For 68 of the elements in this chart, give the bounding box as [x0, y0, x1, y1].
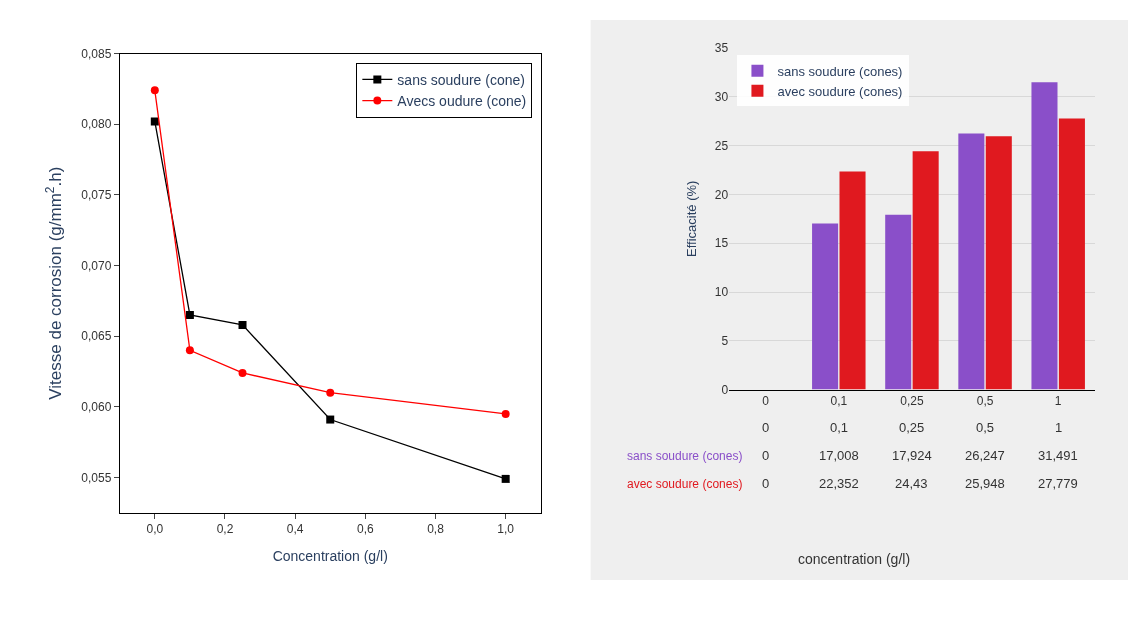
category-label: 0,1	[830, 420, 849, 435]
y-tick-label: 30	[714, 90, 729, 104]
x-tick-label: 0	[762, 394, 770, 408]
category-label: 1	[1055, 420, 1063, 435]
data-label: 17,008	[819, 448, 859, 463]
legend-label: sans soudure (cones)	[777, 63, 903, 79]
point	[501, 409, 510, 418]
text: sans soudure (cones)	[627, 449, 743, 463]
data-label: 0	[762, 476, 770, 491]
y-tick-label: 0,085	[81, 46, 112, 61]
point	[326, 388, 335, 397]
category-label: 0,25	[899, 420, 925, 435]
bar	[839, 171, 866, 390]
y-tick-label: 5	[721, 334, 729, 348]
legend-label: avec soudure (cones)	[777, 83, 903, 99]
y-tick-label: 0,055	[81, 470, 112, 485]
y-tick-label: 25	[714, 138, 729, 153]
x-tick-label: 0,0	[146, 522, 164, 537]
x-tick-label: 0,5	[976, 394, 994, 408]
data-label: 24,43	[895, 476, 928, 491]
data-label: 17,924	[892, 448, 932, 463]
point	[238, 368, 247, 377]
x-axis-title: concentration (g/l)	[798, 551, 911, 567]
legend-label: Avecs oudure (cone)	[397, 93, 527, 110]
data-label: 25,948	[965, 476, 1005, 491]
category-label: 0	[762, 420, 770, 435]
y-tick-label: 0	[721, 382, 729, 397]
x-axis-title: Concentration (g/l)	[272, 547, 388, 564]
bar	[812, 223, 839, 390]
bar	[912, 151, 939, 390]
data-label: 0	[762, 448, 770, 463]
y-tick-label: 0,065	[81, 329, 112, 344]
point	[150, 117, 159, 126]
point	[238, 320, 247, 329]
x-tick-label: 1,0	[497, 522, 515, 537]
point	[185, 310, 194, 319]
y-tick-label: 0,070	[81, 258, 112, 273]
y-tick-label: 0,075	[81, 188, 112, 203]
point	[326, 415, 335, 424]
data-label: 31,491	[1038, 448, 1078, 463]
y-tick-label: 0,060	[81, 400, 112, 415]
legend-label: sans soudure (cone)	[397, 71, 525, 88]
bar	[958, 133, 985, 390]
y-axis-title: Efficacité (%)	[683, 180, 699, 257]
x-tick-label: 0,8	[427, 522, 445, 537]
text: avec soudure (cones)	[627, 477, 743, 491]
bar	[1031, 82, 1058, 390]
bar	[1058, 118, 1085, 390]
point	[185, 346, 194, 355]
x-tick-label: 0,6	[356, 522, 374, 537]
y-tick-label: 0,080	[81, 117, 112, 132]
x-tick-label: 0,4	[286, 522, 304, 537]
x-tick-label: 0,1	[830, 394, 848, 408]
category-label: 0,5	[976, 420, 995, 435]
x-tick-label: 1	[1054, 394, 1062, 408]
x-tick-label: 0,2	[216, 522, 234, 537]
y-tick-label: 20	[714, 187, 729, 202]
bar	[985, 136, 1012, 390]
data-label: 26,247	[965, 448, 1005, 463]
x-tick-label: 0,25	[900, 394, 924, 408]
point	[501, 474, 510, 483]
y-tick-label: 10	[714, 285, 729, 300]
data-label: 22,352	[819, 476, 859, 491]
point	[150, 86, 159, 95]
y-tick-label: 35	[714, 41, 729, 56]
y-tick-label: 15	[714, 236, 729, 251]
data-label: 27,779	[1038, 476, 1078, 491]
bar	[885, 214, 912, 390]
